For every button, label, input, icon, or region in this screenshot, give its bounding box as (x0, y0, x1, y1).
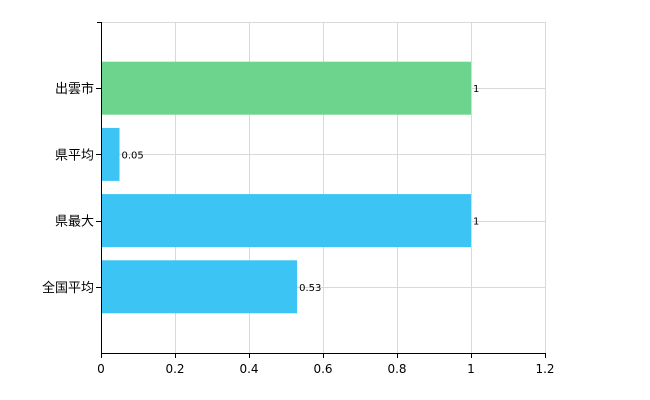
category-label: 出雲市 (55, 81, 94, 97)
bar (101, 260, 298, 314)
bar (101, 61, 471, 115)
x-tick-label: 0.6 (313, 362, 332, 376)
x-tick-label: 1.2 (535, 362, 554, 376)
bar (101, 127, 120, 181)
data-label: 0.05 (122, 150, 144, 161)
x-tick-label: 0.4 (239, 362, 258, 376)
category-label: 県平均 (55, 148, 94, 163)
bars (101, 61, 471, 314)
bar (101, 194, 471, 248)
x-tick-label: 0.2 (165, 362, 184, 376)
x-tick-label: 0.8 (387, 362, 406, 376)
data-label: 1 (473, 84, 479, 95)
data-label: 1 (473, 217, 479, 228)
category-label: 県最大 (55, 215, 94, 230)
category-label: 全国平均 (42, 280, 94, 296)
x-tick-label: 0 (97, 362, 105, 376)
data-label: 0.53 (299, 283, 321, 294)
axes (96, 22, 546, 358)
x-tick-label: 1 (467, 362, 475, 376)
